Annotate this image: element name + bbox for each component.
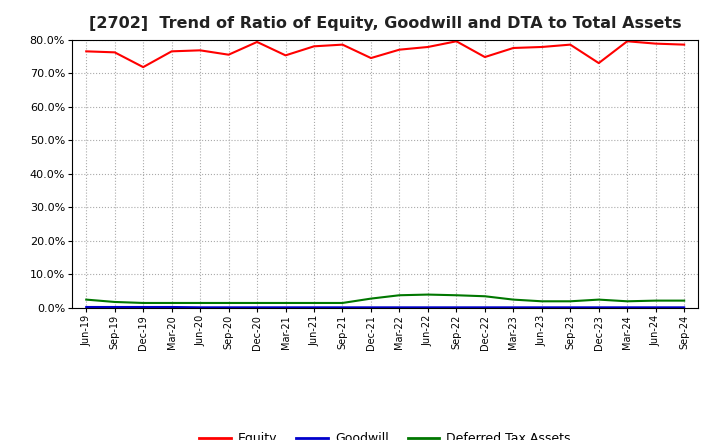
Goodwill — [537, 304, 546, 310]
Goodwill — [282, 304, 290, 310]
Goodwill — [338, 304, 347, 310]
Deferred Tax Assets — [167, 301, 176, 306]
Goodwill — [139, 304, 148, 310]
Deferred Tax Assets — [253, 301, 261, 306]
Goodwill — [395, 304, 404, 310]
Deferred Tax Assets — [282, 301, 290, 306]
Goodwill — [167, 304, 176, 310]
Equity — [566, 42, 575, 47]
Goodwill — [509, 304, 518, 310]
Equity — [82, 49, 91, 54]
Equity — [310, 44, 318, 49]
Equity — [366, 55, 375, 61]
Equity — [652, 41, 660, 46]
Deferred Tax Assets — [310, 301, 318, 306]
Equity — [395, 47, 404, 52]
Equity — [253, 39, 261, 44]
Goodwill — [366, 304, 375, 310]
Equity — [480, 55, 489, 60]
Deferred Tax Assets — [395, 293, 404, 298]
Goodwill — [225, 304, 233, 310]
Goodwill — [452, 304, 461, 310]
Equity — [452, 39, 461, 44]
Equity — [282, 53, 290, 58]
Deferred Tax Assets — [509, 297, 518, 302]
Deferred Tax Assets — [82, 297, 91, 302]
Deferred Tax Assets — [680, 298, 688, 303]
Deferred Tax Assets — [480, 293, 489, 299]
Goodwill — [595, 304, 603, 310]
Deferred Tax Assets — [566, 299, 575, 304]
Title: [2702]  Trend of Ratio of Equity, Goodwill and DTA to Total Assets: [2702] Trend of Ratio of Equity, Goodwil… — [89, 16, 682, 32]
Deferred Tax Assets — [652, 298, 660, 303]
Goodwill — [566, 304, 575, 310]
Equity — [196, 48, 204, 53]
Deferred Tax Assets — [225, 301, 233, 306]
Equity — [537, 44, 546, 50]
Legend: Equity, Goodwill, Deferred Tax Assets: Equity, Goodwill, Deferred Tax Assets — [194, 427, 576, 440]
Deferred Tax Assets — [423, 292, 432, 297]
Equity — [423, 44, 432, 50]
Goodwill — [310, 304, 318, 310]
Equity — [139, 65, 148, 70]
Equity — [595, 60, 603, 66]
Equity — [338, 42, 347, 47]
Deferred Tax Assets — [366, 296, 375, 301]
Deferred Tax Assets — [338, 301, 347, 306]
Equity — [509, 45, 518, 51]
Equity — [680, 42, 688, 47]
Equity — [623, 39, 631, 44]
Equity — [225, 52, 233, 57]
Deferred Tax Assets — [623, 299, 631, 304]
Goodwill — [480, 304, 489, 310]
Deferred Tax Assets — [595, 297, 603, 302]
Line: Equity: Equity — [86, 41, 684, 67]
Goodwill — [652, 304, 660, 310]
Deferred Tax Assets — [452, 293, 461, 298]
Line: Deferred Tax Assets: Deferred Tax Assets — [86, 295, 684, 303]
Goodwill — [82, 304, 91, 310]
Deferred Tax Assets — [139, 301, 148, 306]
Goodwill — [253, 304, 261, 310]
Equity — [167, 49, 176, 54]
Goodwill — [423, 304, 432, 310]
Goodwill — [623, 304, 631, 310]
Deferred Tax Assets — [110, 299, 119, 304]
Deferred Tax Assets — [537, 299, 546, 304]
Goodwill — [680, 304, 688, 310]
Goodwill — [196, 304, 204, 310]
Goodwill — [110, 304, 119, 310]
Equity — [110, 50, 119, 55]
Deferred Tax Assets — [196, 301, 204, 306]
